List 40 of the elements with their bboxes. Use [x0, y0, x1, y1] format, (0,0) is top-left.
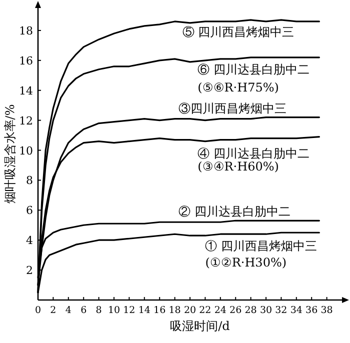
y-tick-label: 8 [26, 174, 33, 188]
annotation: (①②R·H30%) [205, 256, 287, 270]
x-tick-label: 2 [50, 305, 56, 316]
series-label: ① 四川西昌烤烟中三 [205, 239, 318, 254]
y-tick-label: 6 [26, 204, 33, 218]
x-tick-label: 14 [138, 305, 150, 316]
x-tick-label: 30 [260, 305, 272, 316]
y-tick-label: 12 [19, 114, 33, 128]
x-tick-label: 24 [214, 305, 226, 316]
y-tick-label: 2 [26, 264, 33, 278]
y-tick-label: 14 [19, 84, 33, 98]
x-tick-label: 38 [320, 305, 333, 316]
series-label: ⑥ 四川达县白肋中二 [198, 62, 310, 76]
y-tick-label: 18 [19, 24, 33, 38]
y-tick-label: 10 [19, 144, 33, 158]
x-tick-label: 34 [290, 305, 302, 316]
x-tick-label: 22 [199, 305, 212, 316]
x-tick-label: 36 [306, 305, 318, 316]
x-tick-label: 0 [34, 305, 42, 316]
annotation: (⑤⑥R·H75%) [198, 80, 279, 94]
y-tick-label: 16 [19, 54, 33, 68]
y-axis-title: 烟叶吸湿含水率/% [3, 104, 17, 204]
x-tick-label: 16 [154, 305, 166, 316]
series-label: ⑤ 四川西昌烤烟中三 [182, 24, 294, 39]
x-tick-label: 10 [108, 305, 120, 316]
x-tick-label: 28 [244, 305, 257, 316]
annotation: (③④R·H60%) [198, 160, 279, 174]
x-tick-label: 12 [123, 305, 136, 316]
x-tick-label: 20 [184, 305, 196, 316]
y-tick-label: 4 [26, 234, 33, 248]
x-tick-label: 4 [65, 305, 72, 316]
x-tick-label: 32 [275, 305, 288, 316]
series-label: ④ 四川达县白肋中二 [198, 146, 310, 160]
x-tick-label: 8 [96, 305, 102, 316]
series-label: ② 四川达县白肋中二 [178, 204, 290, 219]
x-tick-label: 18 [168, 305, 181, 316]
series-label: ③四川西昌烤烟中三 [178, 101, 287, 116]
x-axis-title: 吸湿时间/d [170, 319, 230, 333]
x-tick-label: 26 [230, 305, 242, 316]
x-tick-label: 6 [80, 305, 87, 316]
